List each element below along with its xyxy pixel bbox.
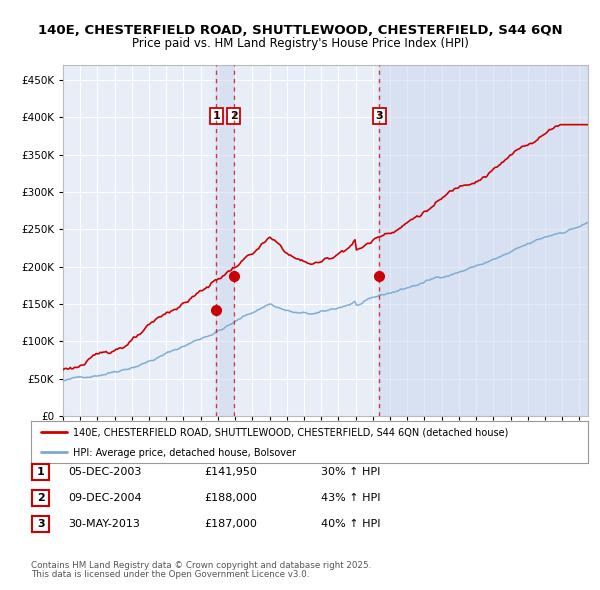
Text: 140E, CHESTERFIELD ROAD, SHUTTLEWOOD, CHESTERFIELD, S44 6QN: 140E, CHESTERFIELD ROAD, SHUTTLEWOOD, CH… bbox=[38, 24, 562, 37]
Text: 140E, CHESTERFIELD ROAD, SHUTTLEWOOD, CHESTERFIELD, S44 6QN (detached house): 140E, CHESTERFIELD ROAD, SHUTTLEWOOD, CH… bbox=[73, 428, 508, 438]
Text: 3: 3 bbox=[376, 111, 383, 121]
Text: 2: 2 bbox=[37, 493, 44, 503]
Text: 2: 2 bbox=[230, 111, 238, 121]
Bar bbox=[379, 65, 588, 416]
Text: Price paid vs. HM Land Registry's House Price Index (HPI): Price paid vs. HM Land Registry's House … bbox=[131, 37, 469, 50]
Text: 1: 1 bbox=[212, 111, 220, 121]
Text: £187,000: £187,000 bbox=[204, 519, 257, 529]
Text: HPI: Average price, detached house, Bolsover: HPI: Average price, detached house, Bols… bbox=[73, 448, 296, 457]
Text: 1: 1 bbox=[37, 467, 44, 477]
Text: Contains HM Land Registry data © Crown copyright and database right 2025.: Contains HM Land Registry data © Crown c… bbox=[31, 560, 371, 569]
Text: 3: 3 bbox=[37, 519, 44, 529]
Text: 05-DEC-2003: 05-DEC-2003 bbox=[68, 467, 141, 477]
Bar bbox=[217, 65, 234, 416]
Text: £188,000: £188,000 bbox=[204, 493, 257, 503]
Text: This data is licensed under the Open Government Licence v3.0.: This data is licensed under the Open Gov… bbox=[31, 570, 310, 579]
Text: £141,950: £141,950 bbox=[204, 467, 257, 477]
Text: 43% ↑ HPI: 43% ↑ HPI bbox=[321, 493, 380, 503]
Text: 30-MAY-2013: 30-MAY-2013 bbox=[68, 519, 140, 529]
Text: 40% ↑ HPI: 40% ↑ HPI bbox=[321, 519, 380, 529]
Text: 30% ↑ HPI: 30% ↑ HPI bbox=[321, 467, 380, 477]
Text: 09-DEC-2004: 09-DEC-2004 bbox=[68, 493, 142, 503]
